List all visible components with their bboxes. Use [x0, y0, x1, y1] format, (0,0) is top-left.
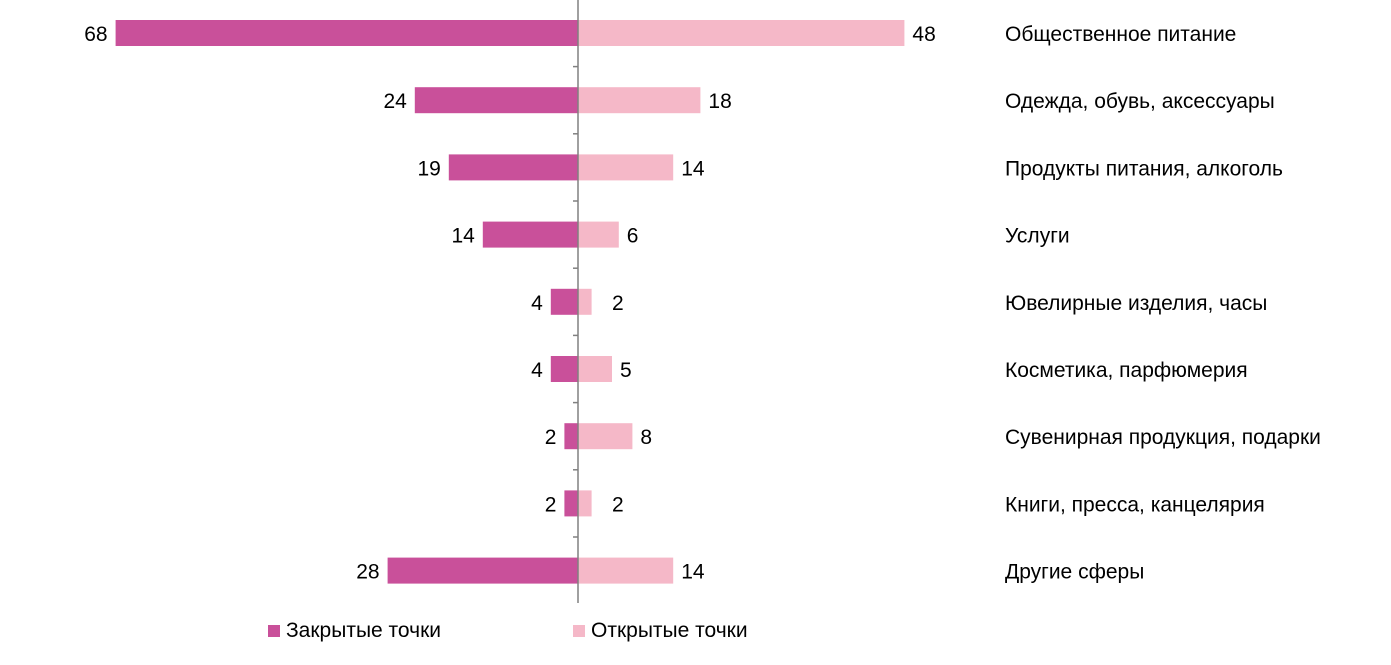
category-label-0: Общественное питание [1005, 23, 1236, 46]
value-label-closed-2: 19 [417, 157, 440, 180]
bar-closed-2 [448, 154, 578, 181]
bar-open-1 [578, 87, 701, 114]
bar-open-5 [578, 356, 612, 382]
bar-open-7 [578, 490, 592, 517]
bar-open-3 [578, 221, 619, 248]
legend-label-closed: Закрытые точки [286, 619, 442, 642]
value-label-closed-1: 24 [383, 90, 407, 113]
bars-layer [115, 20, 905, 584]
category-labels: Общественное питание Одежда, обувь, аксес… [1005, 23, 1321, 584]
value-label-open-0: 48 [912, 23, 935, 46]
value-label-open-1: 18 [708, 90, 731, 113]
category-label-6: Сувенирная продукция, подарки [1005, 426, 1321, 449]
value-label-closed-8: 28 [356, 561, 379, 584]
bar-closed-4 [550, 288, 578, 315]
value-label-closed-4: 4 [531, 292, 543, 315]
bar-open-4 [578, 288, 592, 315]
bar-open-2 [578, 154, 674, 181]
value-label-closed-3: 14 [451, 225, 475, 248]
bar-closed-3 [482, 221, 578, 248]
category-label-7: Книги, пресса, канцелярия [1005, 493, 1265, 516]
value-label-open-6: 8 [640, 426, 652, 449]
value-label-open-2: 14 [681, 157, 705, 180]
bar-closed-5 [550, 356, 578, 382]
value-label-closed-7: 2 [545, 493, 557, 516]
value-label-open-7: 2 [612, 493, 624, 516]
category-label-3: Услуги [1005, 225, 1070, 248]
value-label-open-4: 2 [612, 292, 624, 315]
bar-closed-0 [115, 20, 578, 46]
category-label-8: Другие сферы [1005, 561, 1144, 584]
legend-swatch-open [573, 625, 585, 637]
bar-closed-8 [387, 557, 578, 584]
bar-open-6 [578, 423, 633, 450]
bar-open-8 [578, 557, 674, 584]
bar-closed-1 [414, 87, 578, 114]
legend-swatch-closed [268, 625, 280, 637]
value-label-open-3: 6 [627, 225, 639, 248]
legend-label-open: Открытые точки [591, 619, 748, 642]
legend: Закрытые точки Открытые точки [0, 616, 1391, 646]
category-label-5: Косметика, парфюмерия [1005, 359, 1248, 382]
legend-item-closed[interactable]: Закрытые точки [268, 616, 441, 646]
bar-open-0 [578, 20, 905, 46]
value-label-closed-6: 2 [545, 426, 557, 449]
category-label-4: Ювелирные изделия, часы [1005, 292, 1267, 315]
bar-closed-7 [564, 490, 578, 517]
bar-closed-6 [564, 423, 578, 450]
center-axis [573, 0, 579, 603]
value-label-closed-0: 68 [84, 23, 107, 46]
value-label-open-5: 5 [620, 359, 632, 382]
category-label-2: Продукты питания, алкоголь [1005, 157, 1283, 180]
value-label-closed-5: 4 [531, 359, 543, 382]
legend-item-open[interactable]: Открытые точки [573, 616, 748, 646]
category-label-1: Одежда, обувь, аксессуары [1005, 90, 1275, 113]
value-label-open-8: 14 [681, 561, 705, 584]
